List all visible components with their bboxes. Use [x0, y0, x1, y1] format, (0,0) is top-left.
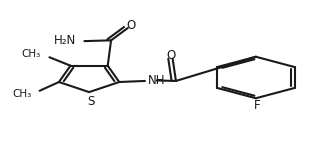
- Text: O: O: [126, 19, 136, 32]
- Text: H₂N: H₂N: [54, 34, 76, 47]
- Text: CH₃: CH₃: [21, 49, 41, 59]
- Text: F: F: [254, 99, 261, 112]
- Text: CH₃: CH₃: [12, 89, 31, 99]
- Text: O: O: [166, 49, 176, 62]
- Text: NH: NH: [148, 74, 166, 87]
- Text: S: S: [87, 95, 94, 108]
